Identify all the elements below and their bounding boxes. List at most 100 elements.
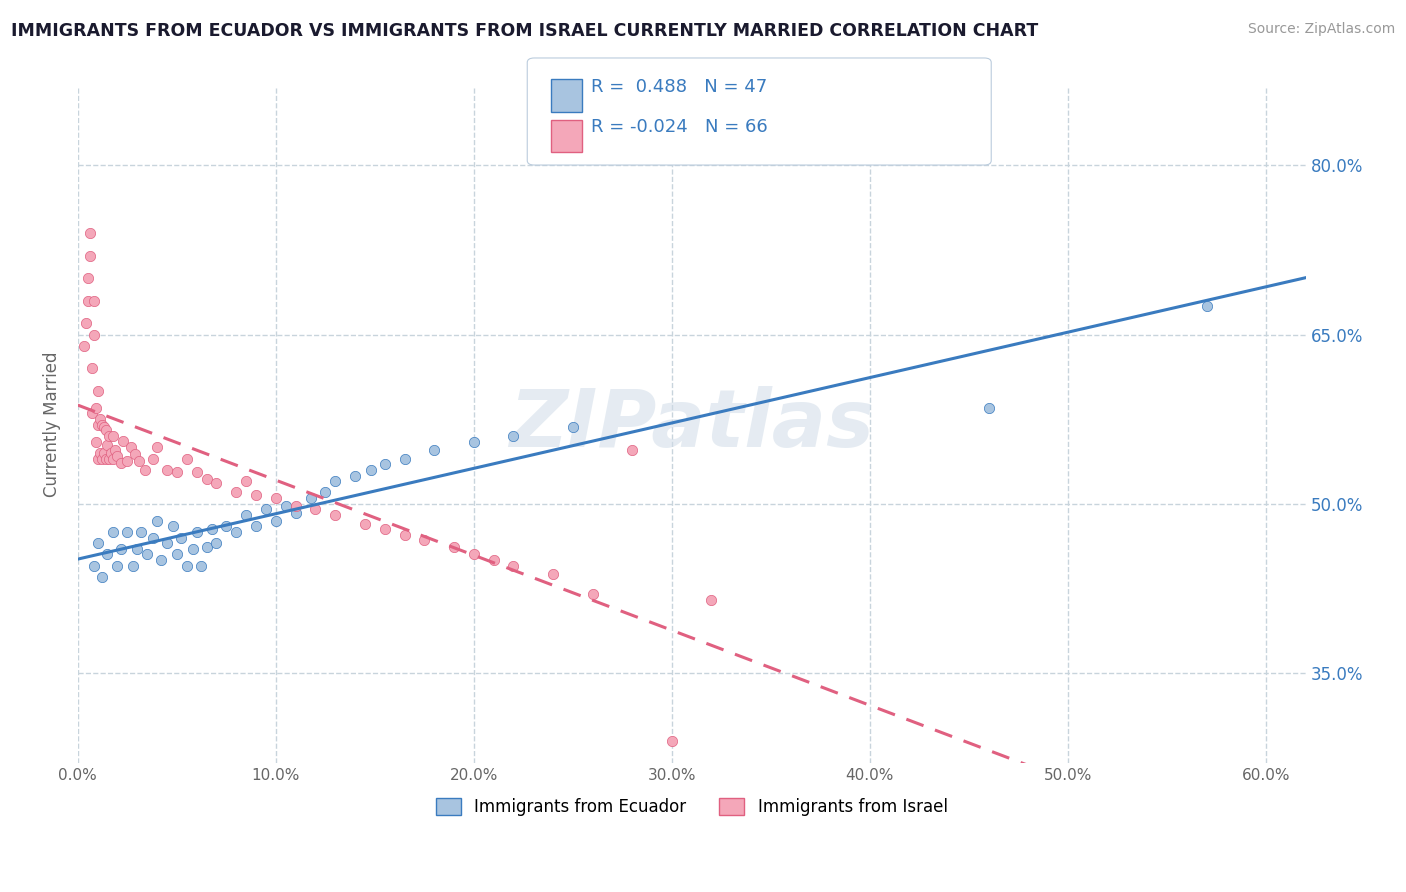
- Point: [146, 514, 169, 528]
- Point: [90, 417, 112, 432]
- Point: [80, 407, 103, 421]
- Point: [561, 420, 583, 434]
- Point: [86, 384, 108, 398]
- Point: [75, 316, 97, 330]
- Point: [100, 446, 122, 460]
- Point: [190, 558, 212, 573]
- Point: [127, 541, 149, 556]
- Text: Source: ZipAtlas.com: Source: ZipAtlas.com: [1247, 22, 1395, 37]
- Point: [156, 536, 179, 550]
- Point: [541, 566, 564, 581]
- Point: [86, 536, 108, 550]
- Point: [134, 463, 156, 477]
- Point: [423, 442, 446, 457]
- Point: [98, 429, 121, 443]
- Point: [225, 485, 247, 500]
- Point: [374, 522, 396, 536]
- Point: [103, 429, 125, 443]
- Point: [117, 454, 139, 468]
- Point: [323, 508, 346, 522]
- Point: [201, 522, 224, 536]
- Text: IMMIGRANTS FROM ECUADOR VS IMMIGRANTS FROM ISRAEL CURRENTLY MARRIED CORRELATION : IMMIGRANTS FROM ECUADOR VS IMMIGRANTS FR…: [11, 22, 1039, 40]
- Point: [76, 293, 98, 308]
- Point: [301, 491, 323, 505]
- Point: [89, 446, 111, 460]
- Point: [264, 491, 287, 505]
- Point: [502, 429, 524, 443]
- Y-axis label: Currently Married: Currently Married: [44, 352, 60, 498]
- Point: [186, 465, 208, 479]
- Point: [73, 339, 96, 353]
- Point: [149, 553, 172, 567]
- Point: [146, 440, 169, 454]
- Point: [83, 558, 105, 573]
- Point: [463, 548, 485, 562]
- Point: [621, 442, 644, 457]
- Point: [443, 540, 465, 554]
- Point: [284, 499, 307, 513]
- Point: [582, 587, 605, 601]
- Point: [394, 451, 416, 466]
- Point: [98, 451, 121, 466]
- Point: [463, 434, 485, 449]
- Point: [162, 519, 184, 533]
- Point: [84, 401, 107, 415]
- Point: [394, 528, 416, 542]
- Point: [94, 451, 117, 466]
- Point: [110, 456, 132, 470]
- Point: [413, 533, 436, 547]
- Point: [235, 474, 257, 488]
- Point: [1195, 299, 1218, 313]
- Point: [105, 558, 128, 573]
- Point: [90, 570, 112, 584]
- Point: [96, 548, 118, 562]
- Point: [76, 271, 98, 285]
- Point: [93, 446, 115, 460]
- Point: [166, 548, 188, 562]
- Point: [84, 434, 107, 449]
- Point: [195, 472, 218, 486]
- Point: [245, 519, 267, 533]
- Point: [225, 524, 247, 539]
- Point: [79, 226, 101, 240]
- Point: [215, 519, 238, 533]
- Point: [235, 508, 257, 522]
- Point: [181, 541, 204, 556]
- Point: [94, 423, 117, 437]
- Point: [142, 531, 165, 545]
- Point: [79, 248, 101, 262]
- Point: [83, 293, 105, 308]
- Point: [304, 502, 326, 516]
- Point: [105, 450, 128, 464]
- Point: [142, 451, 165, 466]
- Point: [96, 438, 118, 452]
- Point: [110, 541, 132, 556]
- Point: [977, 401, 1000, 415]
- Point: [112, 434, 135, 448]
- Point: [254, 502, 277, 516]
- Point: [502, 558, 524, 573]
- Point: [284, 506, 307, 520]
- Point: [166, 465, 188, 479]
- Point: [344, 468, 367, 483]
- Point: [274, 499, 297, 513]
- Point: [103, 451, 125, 466]
- Point: [170, 531, 193, 545]
- Point: [122, 558, 145, 573]
- Point: [117, 524, 139, 539]
- Point: [264, 514, 287, 528]
- Point: [661, 733, 683, 747]
- Point: [128, 454, 150, 468]
- Point: [245, 488, 267, 502]
- Point: [482, 553, 505, 567]
- Point: [103, 524, 125, 539]
- Legend: Immigrants from Ecuador, Immigrants from Israel: Immigrants from Ecuador, Immigrants from…: [429, 791, 955, 822]
- Point: [205, 536, 228, 550]
- Point: [186, 524, 208, 539]
- Point: [93, 420, 115, 434]
- Point: [700, 592, 723, 607]
- Point: [136, 548, 159, 562]
- Text: ZIPatlas: ZIPatlas: [509, 385, 875, 464]
- Point: [374, 457, 396, 471]
- Text: R =  0.488   N = 47: R = 0.488 N = 47: [591, 78, 766, 95]
